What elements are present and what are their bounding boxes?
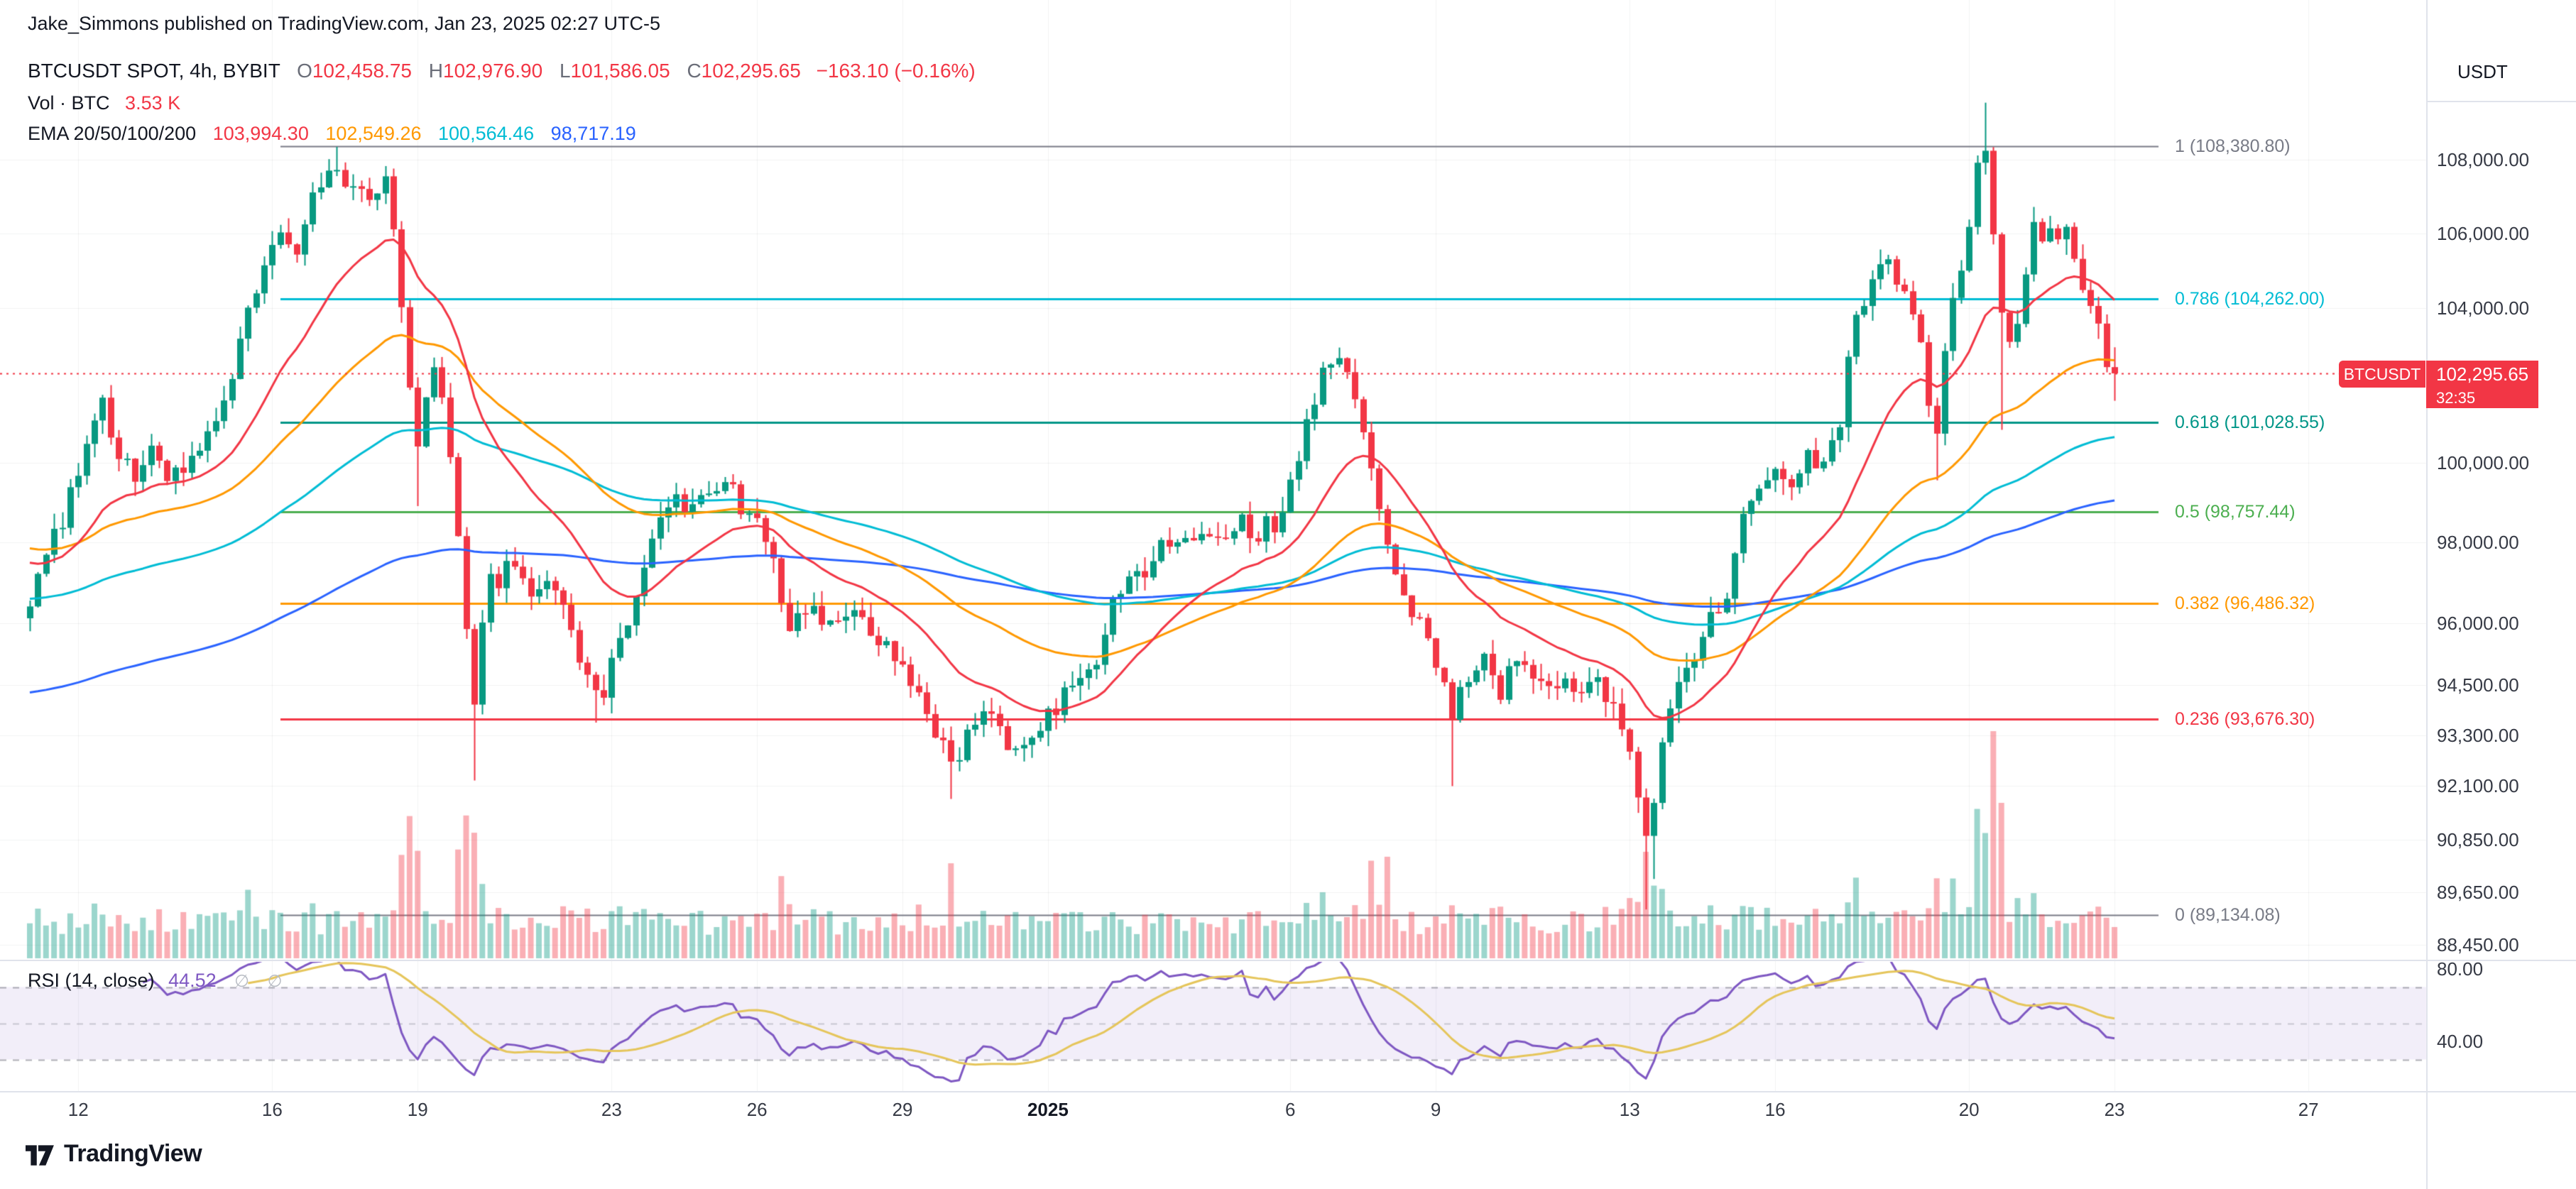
currency-divider bbox=[2426, 101, 2576, 102]
rsi-title: RSI (14, close) bbox=[28, 970, 155, 991]
high-key: H bbox=[428, 60, 444, 82]
pane-separator[interactable] bbox=[0, 960, 2576, 961]
volume-legend[interactable]: Vol · BTC 3.53 K bbox=[28, 92, 180, 114]
ema200-value: 98,717.19 bbox=[550, 123, 636, 144]
symbol-legend[interactable]: BTCUSDT SPOT, 4h, BYBIT O102,458.75 H102… bbox=[28, 60, 976, 82]
volume-label: Vol · BTC bbox=[28, 92, 110, 114]
low-key: L bbox=[559, 60, 571, 82]
ema20-value: 103,994.30 bbox=[212, 123, 309, 144]
ema100-value: 100,564.46 bbox=[438, 123, 535, 144]
price-scale-currency[interactable]: USDT bbox=[2457, 61, 2508, 82]
open-value: 102,458.75 bbox=[312, 60, 412, 82]
last-price-symbol-tag: BTCUSDT bbox=[2339, 361, 2425, 388]
change-value: −163.10 (−0.16%) bbox=[816, 60, 976, 82]
hide-icon[interactable]: ∅ bbox=[234, 972, 250, 991]
rsi-value: 44.52 bbox=[168, 970, 217, 991]
ema50-value: 102,549.26 bbox=[325, 123, 422, 144]
low-value: 101,586.05 bbox=[570, 60, 670, 82]
ema-legend[interactable]: EMA 20/50/100/200 103,994.30 102,549.26 … bbox=[28, 123, 636, 145]
ema-label: EMA 20/50/100/200 bbox=[28, 123, 197, 144]
tradingview-footer[interactable]: TradingView bbox=[26, 1140, 202, 1168]
close-value: 102,295.65 bbox=[701, 60, 801, 82]
tradingview-wordmark: TradingView bbox=[64, 1140, 202, 1167]
open-key: O bbox=[297, 60, 312, 82]
high-value: 102,976.90 bbox=[443, 60, 543, 82]
close-key: C bbox=[687, 60, 702, 82]
price-scale[interactable] bbox=[2428, 0, 2576, 1091]
time-axis-border bbox=[0, 1091, 2576, 1092]
symbol-title: BTCUSDT SPOT, 4h, BYBIT bbox=[28, 60, 280, 82]
tradingview-logo-icon bbox=[26, 1144, 54, 1166]
more-icon[interactable]: ∅ bbox=[267, 972, 283, 991]
rsi-legend[interactable]: RSI (14, close) 44.52 ∅ ∅ bbox=[28, 970, 283, 992]
price-scale-border bbox=[2426, 0, 2428, 1189]
last-price-value: 102,295.65 bbox=[2436, 363, 2529, 385]
volume-value: 3.53 K bbox=[125, 92, 181, 114]
attribution-text: Jake_Simmons published on TradingView.co… bbox=[28, 13, 661, 34]
time-axis[interactable] bbox=[0, 1092, 2426, 1142]
last-price-badge: 102,295.65 32:35 bbox=[2426, 361, 2538, 408]
bar-countdown: 32:35 bbox=[2436, 389, 2476, 407]
